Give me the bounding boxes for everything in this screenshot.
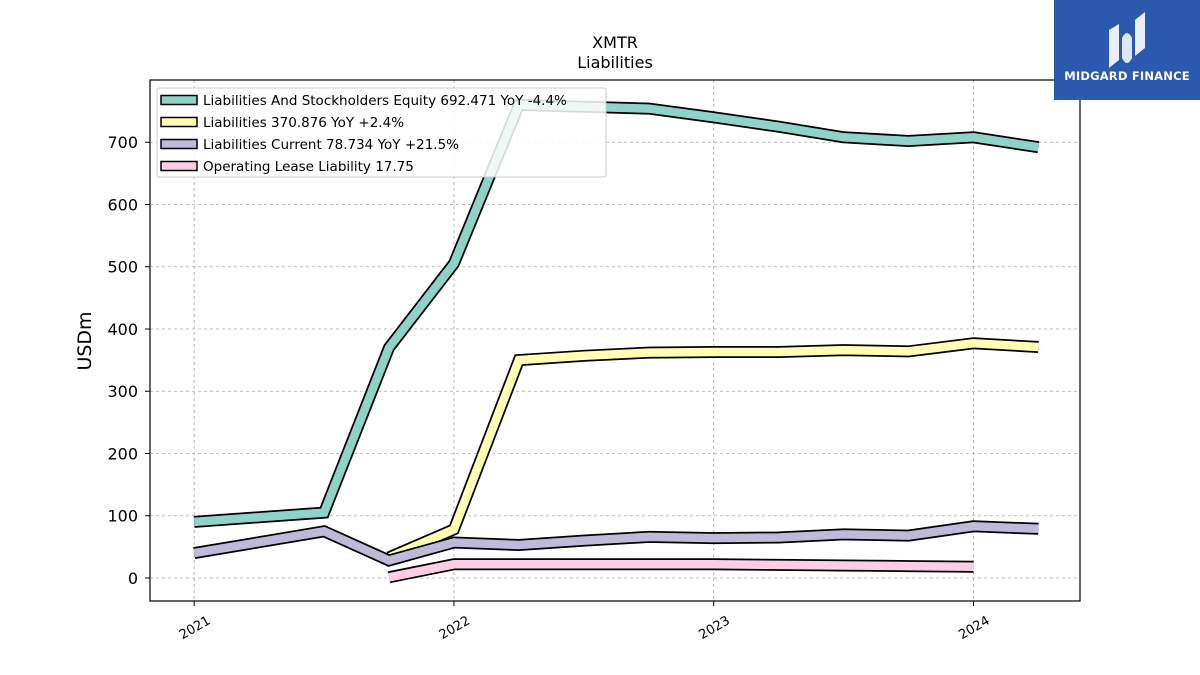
legend-entry: Liabilities And Stockholders Equity 692.… bbox=[203, 93, 567, 109]
legend-entry: Liabilities Current 78.734 YoY +21.5% bbox=[203, 137, 459, 153]
y-tick-label: 0 bbox=[128, 569, 138, 588]
legend-swatch bbox=[160, 94, 198, 106]
chart-title: XMTR bbox=[592, 33, 638, 52]
legend-swatch bbox=[160, 116, 198, 128]
legend-entry: Operating Lease Liability 17.75 bbox=[203, 159, 414, 175]
y-axis-label: USDm bbox=[74, 311, 96, 370]
y-tick-label: 600 bbox=[107, 195, 138, 214]
y-tick-label: 700 bbox=[107, 133, 138, 152]
series-line bbox=[388, 560, 974, 582]
midgard-logo-icon bbox=[1109, 12, 1145, 68]
x-tick-label: 2021 bbox=[177, 613, 213, 643]
legend: Liabilities And Stockholders Equity 692.… bbox=[156, 87, 607, 178]
plot-frame bbox=[149, 79, 1081, 602]
brand-logo: MIDGARD FINANCE bbox=[1054, 0, 1200, 100]
x-tick-label: 2022 bbox=[437, 613, 473, 643]
chart-subtitle: Liabilities bbox=[577, 53, 653, 72]
series-line bbox=[193, 100, 1040, 527]
y-tick-label: 100 bbox=[107, 507, 138, 526]
legend-entry: Liabilities 370.876 YoY +2.4% bbox=[203, 115, 404, 131]
x-tick-label: 2024 bbox=[956, 613, 992, 643]
legend-swatch bbox=[160, 138, 198, 150]
x-tick-label: 2023 bbox=[697, 613, 733, 643]
series-lines bbox=[193, 98, 1040, 584]
series-line bbox=[193, 522, 1039, 566]
series-line bbox=[387, 339, 1039, 562]
legend-swatch bbox=[160, 160, 198, 172]
y-tick-label: 200 bbox=[107, 444, 138, 463]
legend-box bbox=[156, 87, 607, 178]
y-tick-label: 300 bbox=[107, 382, 138, 401]
y-tick-label: 400 bbox=[107, 320, 138, 339]
y-tick-label: 500 bbox=[107, 258, 138, 277]
logo-text: MIDGARD FINANCE bbox=[1064, 69, 1190, 83]
